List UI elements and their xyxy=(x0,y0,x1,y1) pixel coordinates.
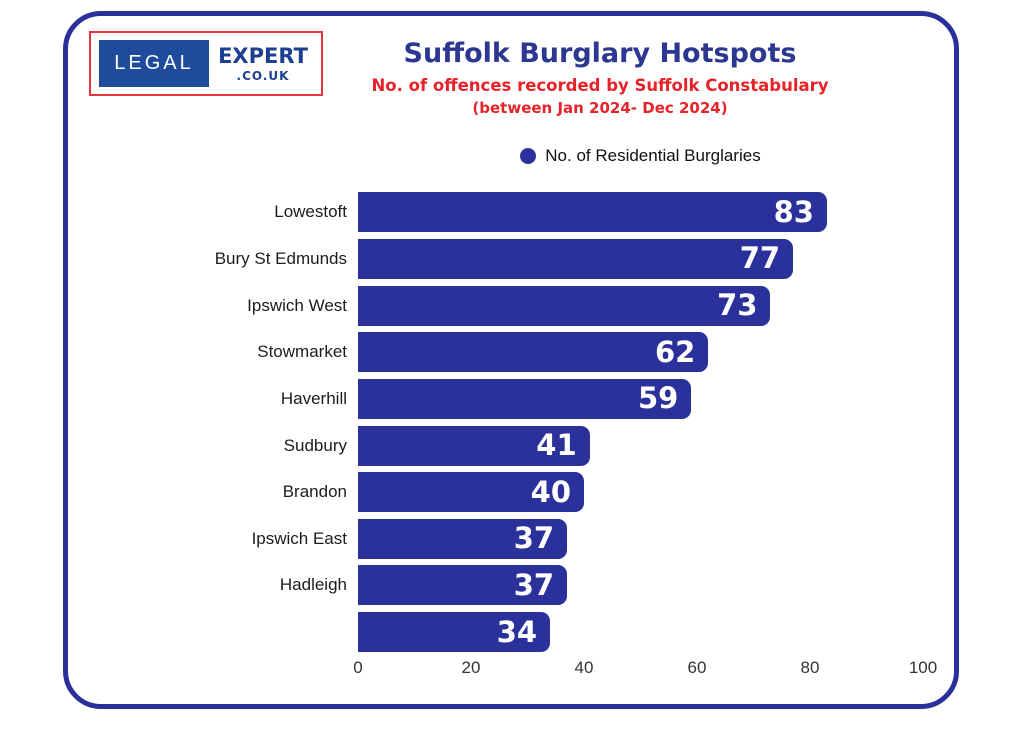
legal-expert-logo: LEGAL EXPERT .CO.UK xyxy=(89,31,323,96)
bar-row: Hadleigh 37 xyxy=(100,562,923,609)
bar-value-label: 37 xyxy=(513,567,555,602)
logo-right-section: EXPERT .CO.UK xyxy=(209,40,317,87)
chart-header: Suffolk Burglary Hotspots No. of offence… xyxy=(320,38,880,117)
category-label: Bury St Edmunds xyxy=(214,248,347,268)
bar-value-label: 41 xyxy=(536,428,577,463)
bar-row: 34 xyxy=(100,609,923,656)
category-label: Hadleigh xyxy=(279,575,347,595)
bar: 37 xyxy=(358,565,568,606)
bar-value-label: 77 xyxy=(739,241,781,276)
bar: 77 xyxy=(358,238,794,279)
bar-track: 40 xyxy=(358,472,923,513)
logo-text-couk: .CO.UK xyxy=(236,68,290,83)
bar-value-label: 83 xyxy=(773,194,814,229)
x-axis-tick: 60 xyxy=(687,658,707,677)
bar-value-label: 62 xyxy=(654,334,696,369)
category-label: Stowmarket xyxy=(257,342,347,362)
bar-track: 77 xyxy=(358,238,923,279)
x-axis-tick: 100 xyxy=(908,658,938,677)
category-label: Ipswich West xyxy=(247,295,347,315)
chart-legend: No. of Residential Burglaries xyxy=(358,146,923,166)
category-label: Brandon xyxy=(282,482,347,502)
bar-row: Ipswich West 73 xyxy=(100,282,923,329)
bar: 40 xyxy=(358,472,584,513)
bar-track: 37 xyxy=(358,565,923,606)
logo-text-expert: EXPERT xyxy=(218,43,308,68)
logo-text-legal: LEGAL xyxy=(114,52,194,74)
bar-track: 83 xyxy=(358,192,923,233)
bar-track: 41 xyxy=(358,425,923,466)
bar-track: 62 xyxy=(358,332,923,373)
bar: 37 xyxy=(358,518,568,559)
bar-row: Brandon 40 xyxy=(100,469,923,516)
bar-row: Ipswich East 37 xyxy=(100,515,923,562)
logo-blue-box: LEGAL xyxy=(99,40,209,87)
bar-value-label: 40 xyxy=(530,474,571,509)
bar: 41 xyxy=(358,425,590,466)
x-axis-tick: 0 xyxy=(353,658,363,677)
bar: 34 xyxy=(358,612,551,653)
category-label: Lowestoft xyxy=(274,202,347,222)
x-axis-tick: 80 xyxy=(800,658,820,677)
bar: 73 xyxy=(358,285,771,326)
bar-track: 59 xyxy=(358,378,923,419)
category-label: Haverhill xyxy=(280,388,347,408)
bar: 62 xyxy=(358,332,709,373)
bar-row: Bury St Edmunds 77 xyxy=(100,236,923,283)
bar-row: Stowmarket 62 xyxy=(100,329,923,376)
bar-track: 37 xyxy=(358,518,923,559)
legend-label: No. of Residential Burglaries xyxy=(545,146,761,165)
bar-chart-rows: Lowestoft 83 Bury St Edmunds 77 Ipswich West… xyxy=(100,189,923,655)
legend-marker-icon xyxy=(520,148,537,164)
bar-track: 34 xyxy=(358,612,923,653)
bar-row: Sudbury 41 xyxy=(100,422,923,469)
chart-subtitle-line1: No. of offences recorded by Suffolk Cons… xyxy=(371,76,829,96)
x-axis: 0 20 40 60 80 100 xyxy=(353,658,937,680)
bar-row: Haverhill 59 xyxy=(100,376,923,423)
chart-subtitle-line2: (between Jan 2024- Dec 2024) xyxy=(472,99,728,118)
bar-value-label: 37 xyxy=(513,521,555,556)
x-axis-tick: 20 xyxy=(461,658,481,677)
bar: 83 xyxy=(358,192,827,233)
bar-row: Lowestoft 83 xyxy=(100,189,923,236)
page-border-frame xyxy=(63,11,959,709)
chart-title: Suffolk Burglary Hotspots xyxy=(403,38,797,69)
bar-track: 73 xyxy=(358,285,923,326)
bar-value-label: 73 xyxy=(717,288,758,323)
category-label: Ipswich East xyxy=(251,528,347,548)
bar: 59 xyxy=(358,378,692,419)
bar-value-label: 59 xyxy=(637,381,679,416)
bar-value-label: 34 xyxy=(496,614,538,649)
x-axis-tick: 40 xyxy=(574,658,594,677)
category-label: Sudbury xyxy=(283,435,347,455)
